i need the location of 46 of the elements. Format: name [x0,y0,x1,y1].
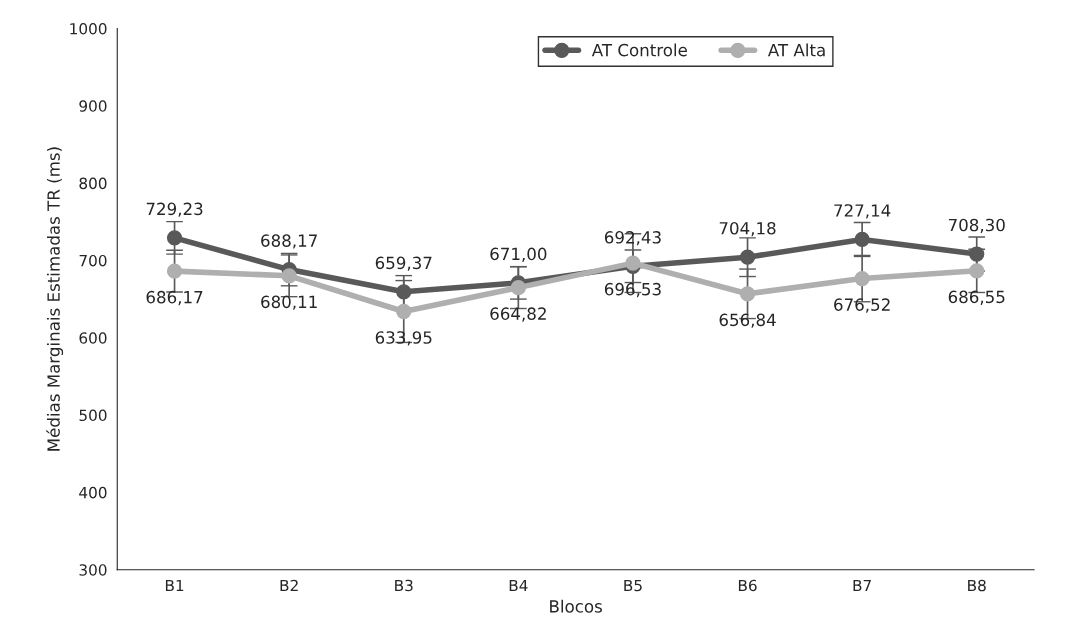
data-label: 680,11 [261,295,317,310]
x-tick-label: B4 [509,579,528,592]
y-tick-label: 800 [79,177,107,190]
point [969,263,985,279]
y-tick-label: 700 [79,254,107,267]
x-tick-label: B3 [395,579,413,592]
x-tick-label: B7 [853,579,871,592]
y-tick-label: 400 [79,486,107,499]
point [396,303,412,320]
legend-label: AT Controle [591,43,687,57]
x-axis-title: Blocos [550,599,602,613]
legend-label: AT Alta [767,43,825,57]
data-label: 696,53 [604,282,661,298]
point [396,284,412,300]
data-label: 688,17 [261,234,317,249]
x-tick-label: B5 [624,579,642,592]
point [166,230,183,246]
x-tick-label: B6 [738,579,757,592]
data-label: 686,17 [146,290,203,306]
y-tick-label: 300 [79,564,107,576]
y-tick-label: 900 [79,100,107,112]
x-tick-label: B8 [968,579,986,592]
y-axis-title: Médias Marginais Estimadas TR (ms) [46,147,64,451]
point [969,246,985,262]
data-label: 659,37 [375,256,432,271]
point [854,270,870,287]
data-label: 676,52 [834,298,890,313]
x-tick-label: B2 [280,579,298,592]
data-label: 664,82 [490,307,546,322]
y-tick-label: 500 [79,409,107,422]
point [739,249,756,265]
data-label: 656,84 [719,313,776,328]
y-tick-label: 600 [79,332,107,344]
y-tick-label: 1000 [70,22,107,35]
point [166,263,183,279]
x-tick-label: B1 [165,579,184,592]
point [739,286,756,302]
data-label: 729,23 [146,202,203,217]
data-label: 704,18 [719,221,776,237]
point [510,279,526,296]
data-label: 671,00 [490,247,547,262]
data-label: 727,14 [834,204,891,219]
data-label: 708,30 [948,218,1005,234]
point [854,231,870,248]
data-label: 686,55 [948,290,1005,305]
point [281,268,297,284]
